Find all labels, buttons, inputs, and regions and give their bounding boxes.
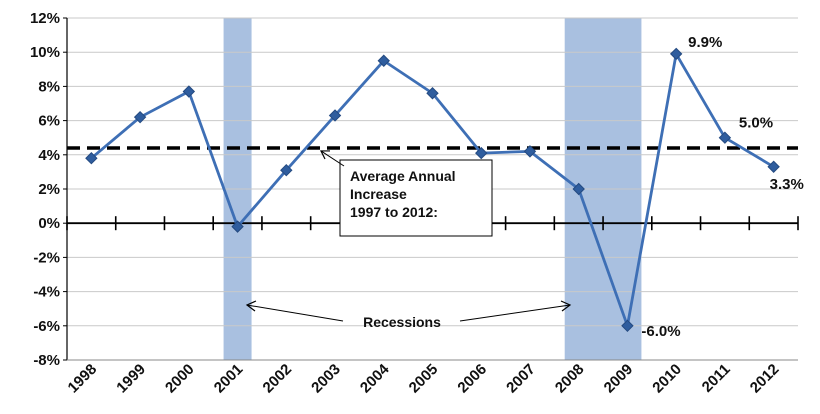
y-tick-label: 6% [38,113,60,130]
y-tick-label: 4% [38,147,60,164]
x-tick-label: 2002 [260,361,296,397]
recession-arrow-left [246,304,344,322]
series-group [85,47,780,333]
y-tick-label: -8% [33,352,60,369]
x-tick-label: 2012 [747,361,783,397]
data-point-1998 [85,152,98,165]
axes [63,17,799,361]
data-point-1999 [133,110,147,124]
data-point-2011 [718,131,732,144]
data-point-2010 [669,47,683,61]
x-tick-label: 2006 [454,361,490,397]
data-labels: -6.0% 9.9% 5.0% 3.3% [641,34,803,340]
data-point-2005 [426,87,439,100]
y-tick-label: -2% [33,249,60,266]
recession-arrowhead-right [560,300,572,312]
x-tick-label: 2004 [357,360,393,396]
average-annotation-text: Increase [350,186,407,202]
x-tick-label: 2000 [162,361,198,397]
data-point-2003 [328,109,342,122]
average-arrow-head [320,150,330,160]
average-annotation-text: 1997 to 2012: [350,204,438,220]
data-point-2007 [523,145,537,158]
y-tick-label: 0% [38,215,60,232]
x-tick-label: 2010 [649,361,685,397]
x-tick-label: 2005 [406,361,442,397]
data-point-2000 [182,85,196,98]
average-annotation-box [339,159,493,237]
data-point-2001 [231,220,244,233]
y-tick-label: -6% [33,318,60,335]
y-tick-label: -4% [33,284,60,301]
data-point-2002 [280,163,293,177]
data-point-2004 [377,54,390,67]
x-tick-label: 2003 [308,361,344,397]
data-label-2009: -6.0% [641,323,680,340]
x-tick-label: 2007 [503,361,539,397]
data-point-2008 [572,182,585,196]
y-tick-labels: -8% -6% -4% -2% 0% 2% 4% 6% 8% 10% 12% [30,10,60,369]
x-tick-label: 1999 [113,361,149,397]
y-tick-label: 8% [38,78,60,95]
y-tick-label: 12% [30,10,60,27]
data-label-2012: 3.3% [770,176,804,193]
average-annotation-arrow [320,150,345,167]
x-tick-label: 2001 [211,361,247,397]
recession-arrowhead-left [245,300,257,312]
y-tick-label: 2% [38,181,60,198]
data-label-2010: 9.9% [688,34,722,51]
average-annotation-text: Average Annual [350,168,456,184]
x-tick-label: 2009 [601,361,637,397]
y-tick-label: 10% [30,44,60,61]
data-point-2012 [767,160,780,173]
x-tick-label: 2011 [699,361,734,396]
data-point-2006 [475,146,488,160]
x-tick-labels: 1998 1999 2000 2001 2002 2003 2004 2005 2006 2007… [65,360,783,396]
x-tick-label: 2008 [552,361,588,397]
data-label-2011: 5.0% [739,115,773,132]
data-point-2009 [621,319,634,333]
annotations: Average Annual Increase 1997 to 2012: Reces… [245,150,572,330]
x-tick-label: 1998 [65,361,101,397]
recessions-label: Recessions [363,314,441,330]
recession-arrow-right [459,304,571,322]
